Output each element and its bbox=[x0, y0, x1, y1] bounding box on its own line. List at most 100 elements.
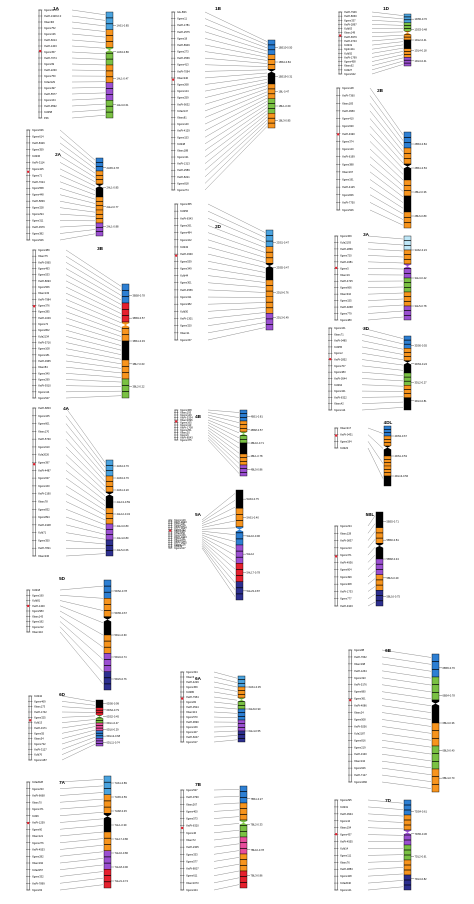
chromosome-band bbox=[404, 800, 411, 815]
marker-connector bbox=[370, 180, 403, 203]
marker-label: XwPt-9690 bbox=[186, 720, 199, 724]
marker-connector bbox=[208, 433, 239, 459]
marker-label: Xgwm707 bbox=[334, 364, 346, 368]
marker-label: Xbarc188 bbox=[177, 148, 189, 152]
marker-label: Xgwm642 bbox=[344, 72, 356, 76]
deletion-bin-label: 7DL2-0.61 bbox=[415, 854, 428, 858]
marker-label: XwPt-6803 bbox=[38, 406, 51, 410]
marker-label: Xcfd42 bbox=[34, 694, 43, 698]
marker-connector bbox=[214, 682, 237, 687]
marker-connector bbox=[214, 817, 239, 819]
chromosome-band bbox=[404, 348, 411, 360]
marker-connector bbox=[368, 828, 403, 829]
marker-label: Xcfd81 bbox=[32, 599, 41, 603]
marker-connector bbox=[208, 415, 239, 423]
marker-label: XwPt-0171 bbox=[34, 726, 47, 730]
marker-connector bbox=[382, 726, 431, 733]
marker-label: Xgwm191 bbox=[342, 178, 354, 182]
marker-label: XwPt-6322 bbox=[334, 395, 347, 399]
marker-connector bbox=[214, 851, 239, 855]
marker-label: Xgwm182 bbox=[32, 620, 44, 624]
marker-connector bbox=[362, 353, 403, 360]
marker-connector bbox=[60, 214, 95, 216]
marker-label: Xgwm566 bbox=[38, 285, 50, 289]
marker-connector bbox=[208, 323, 265, 333]
marker-label: Xcfa2147 bbox=[177, 109, 189, 113]
marker-label: XwPt-1733 bbox=[340, 589, 353, 593]
chromosome-band bbox=[404, 278, 411, 292]
deletion-bin-label: 7BL2-0.33 bbox=[251, 822, 264, 826]
panel-1d: 1DXwPt-7946XwPt-8060Xgwm337XwPt-2897Xcfd… bbox=[338, 6, 427, 76]
marker-connector bbox=[368, 236, 403, 239]
marker-connector bbox=[214, 712, 237, 713]
chromosome-band bbox=[96, 738, 103, 746]
deletion-bin-label: 5BS6-0.81 bbox=[387, 538, 400, 542]
marker-connector bbox=[66, 540, 105, 544]
chromosome-band bbox=[240, 421, 247, 432]
marker-label: XwPt-6014 bbox=[44, 38, 57, 42]
chromosome-band bbox=[104, 580, 111, 598]
marker-connector bbox=[66, 386, 121, 387]
marker-connector bbox=[66, 373, 121, 377]
panel-label: 7B bbox=[195, 782, 202, 787]
centromere-marker bbox=[33, 463, 35, 465]
marker-connector bbox=[214, 735, 237, 737]
chromosome-band bbox=[96, 731, 103, 739]
deletion-bin-label: 7BL10-0.78 bbox=[251, 848, 265, 852]
marker-label: XwPt-1400 bbox=[32, 604, 45, 608]
marker-label: Xbarc19 bbox=[340, 273, 350, 277]
chromosome-band bbox=[404, 14, 411, 23]
marker-connector bbox=[372, 16, 403, 19]
marker-connector bbox=[370, 88, 403, 135]
marker-label: Xgwm382 bbox=[32, 232, 44, 236]
marker-connector bbox=[214, 740, 237, 742]
marker-connector bbox=[208, 283, 265, 288]
marker-label: Xbarc240 bbox=[177, 76, 189, 80]
marker-connector bbox=[62, 696, 95, 702]
marker-label: Xgwm480 bbox=[340, 318, 352, 322]
linkage-group-bar bbox=[335, 428, 337, 448]
centromere-marker bbox=[181, 697, 183, 699]
marker-connector bbox=[60, 606, 103, 623]
marker-label: Xgwm219 bbox=[354, 745, 366, 749]
deletion-bin-label: 4AL4-0.80 bbox=[117, 536, 130, 540]
marker-connector bbox=[370, 111, 403, 152]
chromosome-band bbox=[432, 723, 439, 746]
chromosome-band bbox=[266, 297, 273, 314]
panel-label: 1B bbox=[215, 6, 222, 11]
marker-connector bbox=[372, 55, 403, 62]
marker-label: Xgwm276 bbox=[32, 841, 44, 845]
marker-label: Xgwm408 bbox=[340, 582, 352, 586]
marker-label: Xcfd43 bbox=[180, 245, 189, 249]
marker-connector bbox=[368, 861, 403, 862]
marker-label: XwPt-0950 bbox=[342, 109, 355, 113]
marker-connector bbox=[62, 727, 95, 734]
marker-connector bbox=[382, 678, 431, 685]
marker-label: Xgwm428 bbox=[340, 874, 352, 878]
marker-label: Xgwm526 bbox=[342, 208, 354, 212]
chromosome-band bbox=[236, 490, 243, 508]
deletion-bin-label: 3BS9-0.57 bbox=[133, 316, 146, 320]
marker-connector bbox=[370, 164, 403, 191]
marker-label: Xbarc154 bbox=[340, 826, 352, 830]
linkage-group-bar bbox=[339, 12, 341, 74]
marker-connector bbox=[60, 825, 103, 829]
deletion-bin-label: 1DS5-0.70 bbox=[415, 17, 428, 21]
chromosome-band bbox=[376, 528, 383, 544]
marker-label: Xbarc24 bbox=[354, 711, 364, 715]
marker-label: Xgwm44 bbox=[340, 819, 351, 823]
marker-connector bbox=[368, 299, 403, 301]
chromosome-band bbox=[404, 180, 411, 196]
marker-label: Xgwm601 bbox=[38, 422, 50, 426]
marker-connector bbox=[66, 396, 121, 398]
chromosome-band bbox=[96, 700, 103, 708]
marker-connector bbox=[205, 32, 267, 51]
marker-label: Xgwm1682 bbox=[354, 780, 368, 784]
marker-connector bbox=[202, 531, 235, 534]
chromosome-band bbox=[404, 815, 411, 830]
marker-label: Xbarc143 bbox=[32, 614, 44, 618]
chromosome-band bbox=[106, 476, 113, 492]
marker-connector bbox=[382, 671, 431, 678]
deletion-bin-label: 5BL16-0.75 bbox=[387, 595, 401, 599]
marker-connector bbox=[66, 447, 105, 486]
